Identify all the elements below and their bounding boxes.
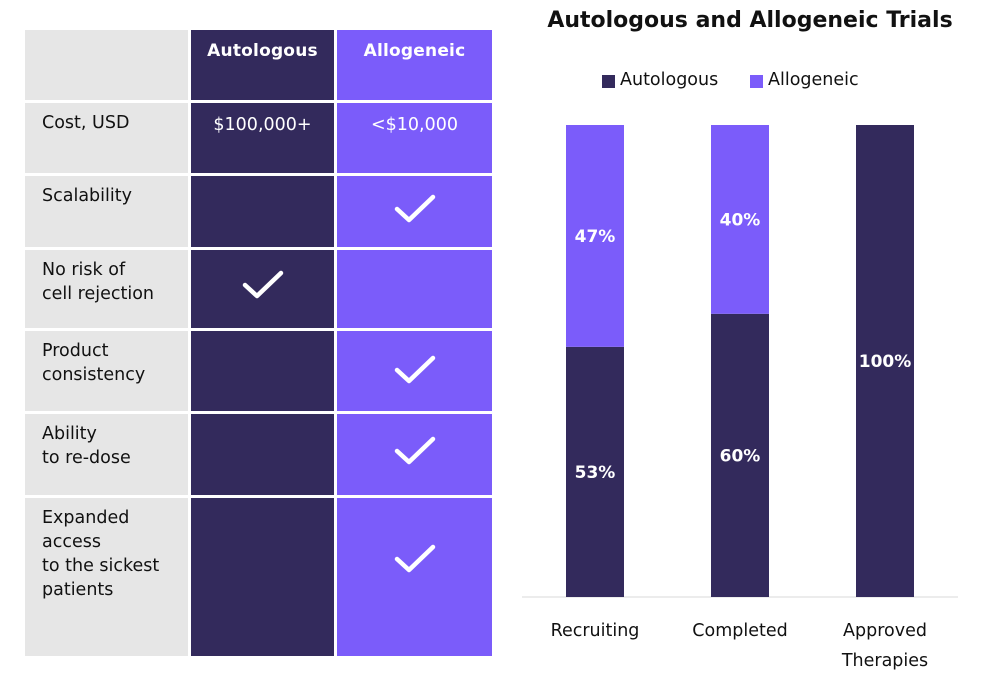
table-row: Ability to re-dose — [25, 414, 492, 495]
autologous-cost-value: $100,000+ — [213, 115, 312, 135]
autologous-cell — [191, 498, 334, 656]
autologous-cell — [191, 176, 334, 247]
autologous-cell: $100,000+ — [191, 103, 334, 173]
checkmark-icon — [394, 544, 435, 573]
data-label-autologous-3: 100% — [859, 352, 912, 372]
row-label: Cost, USD — [42, 113, 130, 133]
row-label-cell: Expanded access to the sickest patients — [25, 498, 188, 656]
x-tick-label: Recruiting — [551, 621, 640, 641]
x-tick-label: Completed — [692, 621, 787, 641]
table-row: Product consistency — [25, 331, 492, 411]
header-autologous: Autologous — [191, 30, 334, 100]
checkmark-icon — [394, 355, 435, 384]
legend-swatch-allogeneic — [750, 75, 763, 88]
data-label-allogeneic-1: 47% — [575, 227, 616, 247]
x-tick-label: Therapies — [841, 651, 928, 671]
legend-label: Allogeneic — [768, 70, 859, 90]
row-label: Product consistency — [42, 341, 146, 385]
table-row: Scalability — [25, 176, 492, 247]
allogeneic-cell — [337, 331, 492, 411]
row-label: Ability to re-dose — [42, 424, 131, 468]
legend-swatch-autologous — [602, 75, 615, 88]
header-allogeneic: Allogeneic — [337, 30, 492, 100]
header-allogeneic-label: Allogeneic — [363, 41, 466, 61]
bar-autologous-1 — [566, 346, 624, 597]
header-autologous-label: Autologous — [207, 41, 318, 61]
row-label: No risk of cell rejection — [42, 260, 155, 304]
row-label-cell: Cost, USD — [25, 103, 188, 173]
data-label-autologous-2: 60% — [720, 446, 761, 466]
autologous-cell — [191, 331, 334, 411]
row-label: Expanded access to the sickest patients — [42, 508, 160, 600]
bar-autologous-2 — [711, 313, 769, 597]
allogeneic-cost-value: <$10,000 — [370, 115, 459, 135]
table-row: No risk of cell rejection — [25, 250, 492, 328]
row-label: Scalability — [42, 186, 132, 206]
table-row: Expanded access to the sickest patients — [25, 498, 492, 656]
chart-title: Autologous and Allogeneic Trials — [547, 8, 953, 33]
checkmark-icon — [242, 270, 283, 299]
autologous-cell — [191, 414, 334, 495]
autologous-cell — [191, 250, 334, 328]
allogeneic-cell: <$10,000 — [337, 103, 492, 173]
header-blank-cell — [25, 30, 188, 100]
row-label-cell: Product consistency — [25, 331, 188, 411]
table-row: Cost, USD $100,000+ <$10,000 — [25, 103, 492, 173]
row-label-cell: Scalability — [25, 176, 188, 247]
legend-label: Autologous — [620, 70, 719, 90]
row-label-cell: No risk of cell rejection — [25, 250, 188, 328]
bar-allogeneic-2 — [711, 125, 769, 314]
bar-allogeneic-1 — [566, 125, 624, 347]
x-tick-label: Approved — [843, 621, 927, 641]
row-label-cell: Ability to re-dose — [25, 414, 188, 495]
data-label-autologous-1: 53% — [575, 463, 616, 483]
allogeneic-cell — [337, 414, 492, 495]
table-header-row: Autologous Allogeneic — [25, 30, 492, 100]
checkmark-icon — [394, 194, 435, 223]
data-label-allogeneic-2: 40% — [720, 210, 761, 230]
bar-autologous-3 — [856, 125, 914, 597]
comparison-table: Autologous Allogeneic Cost, USD $100,000… — [25, 30, 492, 656]
allogeneic-cell — [337, 498, 492, 656]
checkmark-icon — [394, 436, 435, 465]
allogeneic-cell — [337, 250, 492, 328]
allogeneic-cell — [337, 176, 492, 247]
